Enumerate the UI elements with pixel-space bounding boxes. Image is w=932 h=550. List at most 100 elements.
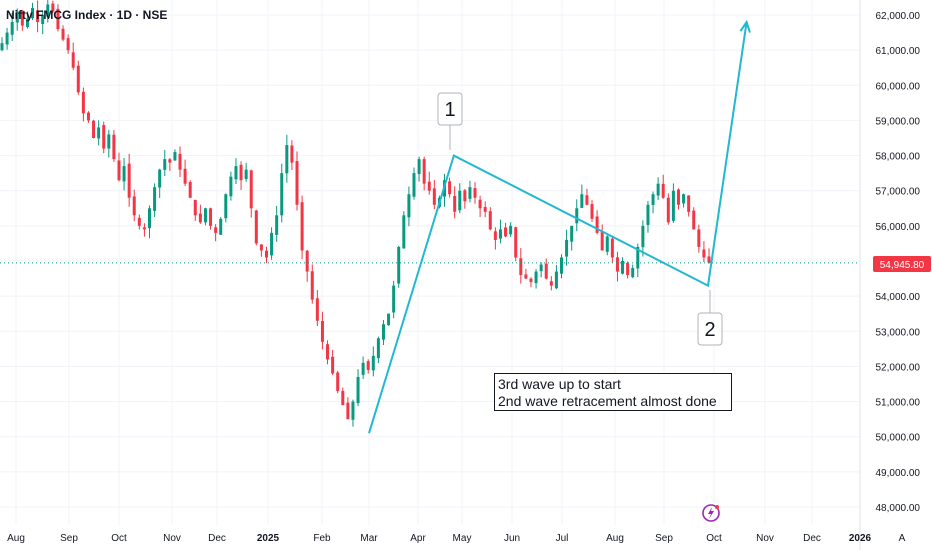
elliott-wave-drawing[interactable] [368, 19, 751, 434]
candle-body [148, 208, 152, 229]
x-tick-label: Sep [655, 533, 673, 544]
replay-icon[interactable] [702, 504, 720, 522]
x-tick-label: Oct [706, 533, 722, 544]
candle-body [244, 169, 248, 180]
candle-body [280, 173, 284, 216]
candle-body [10, 22, 14, 35]
candle-body [565, 239, 569, 257]
candle-body [554, 271, 558, 289]
x-tick-label: Dec [208, 533, 226, 544]
candle-body [15, 11, 19, 23]
candle-body [621, 261, 625, 274]
x-tick-label: Jun [504, 533, 520, 544]
candle-body [707, 256, 711, 263]
candle-body [320, 321, 324, 342]
candle-body [381, 324, 385, 340]
wave-arrowhead [739, 19, 751, 33]
candle-body [666, 197, 670, 223]
candle-body [585, 195, 589, 205]
auto-scale-toggle[interactable]: A [899, 533, 906, 544]
candle-body [203, 208, 207, 223]
candle-body [559, 257, 563, 274]
wave-label-1[interactable]: 1 [437, 92, 463, 126]
candle-body [453, 196, 457, 212]
candle-body [371, 355, 375, 371]
candle-body [102, 125, 106, 149]
candle-body [432, 188, 436, 205]
candle-body [468, 187, 472, 199]
x-tick-label: Oct [111, 533, 127, 544]
candle-body [493, 231, 497, 240]
candle-body [132, 196, 136, 216]
candle-body [270, 232, 274, 256]
candle-body [580, 194, 584, 208]
candle-body [163, 159, 167, 170]
candle-body [519, 258, 523, 276]
candle-body [676, 189, 680, 205]
candle-body [575, 208, 579, 224]
candle-body [137, 217, 141, 226]
candle-body [275, 215, 279, 235]
annotation-note[interactable]: 3rd wave up to start 2nd wave retracemen… [494, 373, 732, 411]
x-tick-label: Sep [60, 533, 78, 544]
candle-body [651, 194, 655, 205]
candle-body [341, 390, 345, 406]
candle-body [97, 127, 101, 139]
candle-body [590, 204, 594, 219]
candle-body [112, 134, 116, 160]
y-tick-label: 59,000.00 [876, 116, 921, 127]
time-axis[interactable]: Aug Sep Oct Nov Dec 2025 Feb Mar Apr May Jun Jul Aug… [7, 533, 871, 544]
candle-body [682, 194, 686, 204]
candle-body [300, 202, 304, 251]
candle-body [544, 263, 548, 279]
annotation-line-1: 3rd wave up to start [498, 376, 621, 392]
candle-body [295, 161, 299, 205]
candle-body [5, 32, 9, 45]
candle-body [671, 190, 675, 221]
candle-body [417, 159, 421, 174]
candle-body [46, 4, 50, 17]
y-tick-label: 51,000.00 [876, 398, 921, 409]
price-axis[interactable]: 62,000.00 61,000.00 60,000.00 59,000.00 58,0… [859, 0, 921, 550]
y-tick-label: 48,000.00 [876, 503, 921, 514]
candle-body [331, 356, 335, 374]
candle-body [168, 159, 172, 163]
x-tick-label: Jul [556, 533, 569, 544]
candle-body [234, 166, 238, 180]
candle-body [122, 166, 126, 182]
candle-body [570, 225, 574, 242]
candle-body [326, 344, 330, 360]
x-tick-label: Feb [313, 533, 331, 544]
candle-body [66, 38, 70, 51]
x-tick-label: Mar [360, 533, 378, 544]
candle-body [610, 238, 614, 258]
candle-body [427, 181, 431, 191]
candle-body [687, 195, 691, 212]
candle-body [509, 225, 513, 235]
x-tick-label: Apr [410, 533, 426, 544]
candle-body [214, 227, 218, 233]
x-tick-label: May [453, 533, 472, 544]
candle-body [254, 210, 258, 244]
candle-body [483, 207, 487, 212]
candle-body [117, 160, 121, 181]
candle-body [407, 194, 411, 218]
candle-body [219, 218, 223, 235]
candle-body [305, 250, 309, 272]
candle-body [539, 264, 543, 272]
candle-body [249, 170, 253, 209]
y-tick-label: 62,000.00 [876, 11, 921, 22]
y-tick-label: 50,000.00 [876, 433, 921, 444]
candle-body [336, 372, 340, 392]
candle-body [631, 268, 635, 278]
wave-trendline[interactable] [368, 21, 748, 434]
candle-body [346, 402, 350, 420]
candle-body [290, 145, 294, 163]
candle-body [473, 188, 477, 198]
wave-label-2[interactable]: 2 [697, 312, 723, 346]
candle-body [458, 190, 462, 211]
candle-body [697, 229, 701, 247]
candle-body [178, 153, 182, 170]
candle-body [173, 152, 177, 161]
